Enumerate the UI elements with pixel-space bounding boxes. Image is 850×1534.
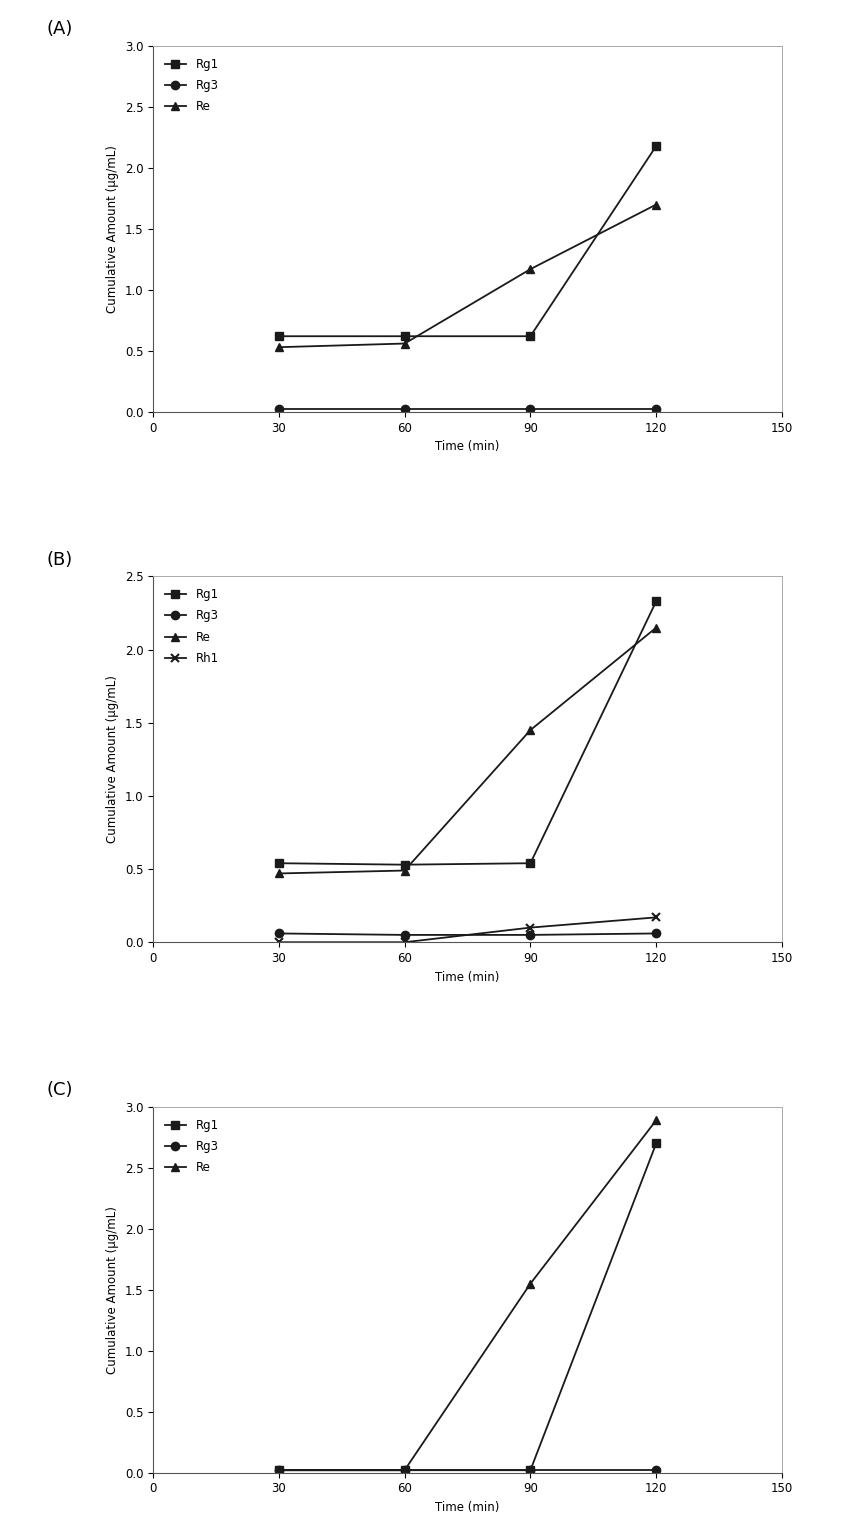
Rg3 bbox=[525, 1460, 536, 1479]
Re bbox=[525, 1275, 536, 1293]
Text: (C): (C) bbox=[46, 1081, 73, 1100]
Line: Rg1: Rg1 bbox=[275, 1140, 660, 1474]
Re bbox=[525, 259, 536, 278]
X-axis label: Time (min): Time (min) bbox=[435, 1500, 500, 1514]
Re bbox=[400, 334, 410, 353]
Re bbox=[274, 337, 284, 356]
Rg3 bbox=[274, 1460, 284, 1479]
Rg1 bbox=[400, 327, 410, 345]
Rh1 bbox=[400, 933, 410, 951]
Y-axis label: Cumulative Amount (µg/mL): Cumulative Amount (µg/mL) bbox=[106, 1206, 119, 1373]
Legend: Rg1, Rg3, Re: Rg1, Rg3, Re bbox=[159, 1112, 224, 1180]
Line: Rg1: Rg1 bbox=[275, 597, 660, 868]
Re bbox=[651, 1111, 661, 1129]
Re bbox=[400, 1460, 410, 1479]
Rg3 bbox=[400, 925, 410, 943]
Y-axis label: Cumulative Amount (µg/mL): Cumulative Amount (µg/mL) bbox=[106, 675, 119, 844]
Rg3 bbox=[525, 925, 536, 943]
Rg1 bbox=[525, 327, 536, 345]
Rh1 bbox=[274, 933, 284, 951]
Re bbox=[651, 195, 661, 213]
Y-axis label: Cumulative Amount (µg/mL): Cumulative Amount (µg/mL) bbox=[106, 146, 119, 313]
Legend: Rg1, Rg3, Re: Rg1, Rg3, Re bbox=[159, 52, 224, 120]
Line: Rg3: Rg3 bbox=[275, 930, 660, 939]
Rg1 bbox=[525, 1460, 536, 1479]
Rg3 bbox=[651, 925, 661, 943]
Rg1 bbox=[651, 137, 661, 155]
Rg1 bbox=[274, 1460, 284, 1479]
Rg1 bbox=[274, 327, 284, 345]
Text: (B): (B) bbox=[47, 551, 72, 569]
Re bbox=[274, 1460, 284, 1479]
Rh1 bbox=[525, 919, 536, 937]
Line: Re: Re bbox=[275, 623, 660, 877]
Rg3 bbox=[400, 400, 410, 419]
Rg3 bbox=[274, 925, 284, 943]
Line: Re: Re bbox=[275, 201, 660, 351]
Rg1 bbox=[274, 854, 284, 873]
Rg3 bbox=[651, 1460, 661, 1479]
Rg3 bbox=[400, 1460, 410, 1479]
Rg3 bbox=[651, 400, 661, 419]
Line: Rh1: Rh1 bbox=[275, 913, 660, 946]
Rh1 bbox=[651, 908, 661, 927]
Rg1 bbox=[651, 1134, 661, 1152]
X-axis label: Time (min): Time (min) bbox=[435, 440, 500, 453]
Text: (A): (A) bbox=[46, 20, 73, 38]
Line: Rg3: Rg3 bbox=[275, 1467, 660, 1474]
Re bbox=[525, 721, 536, 739]
Re bbox=[274, 864, 284, 882]
Line: Rg3: Rg3 bbox=[275, 405, 660, 414]
Rg3 bbox=[274, 400, 284, 419]
Rg1 bbox=[400, 856, 410, 874]
Line: Re: Re bbox=[275, 1117, 660, 1474]
X-axis label: Time (min): Time (min) bbox=[435, 971, 500, 983]
Rg3 bbox=[525, 400, 536, 419]
Rg1 bbox=[651, 592, 661, 611]
Re bbox=[651, 618, 661, 637]
Legend: Rg1, Rg3, Re, Rh1: Rg1, Rg3, Re, Rh1 bbox=[159, 583, 224, 670]
Rg1 bbox=[400, 1460, 410, 1479]
Rg1 bbox=[525, 854, 536, 873]
Line: Rg1: Rg1 bbox=[275, 141, 660, 341]
Re bbox=[400, 861, 410, 879]
